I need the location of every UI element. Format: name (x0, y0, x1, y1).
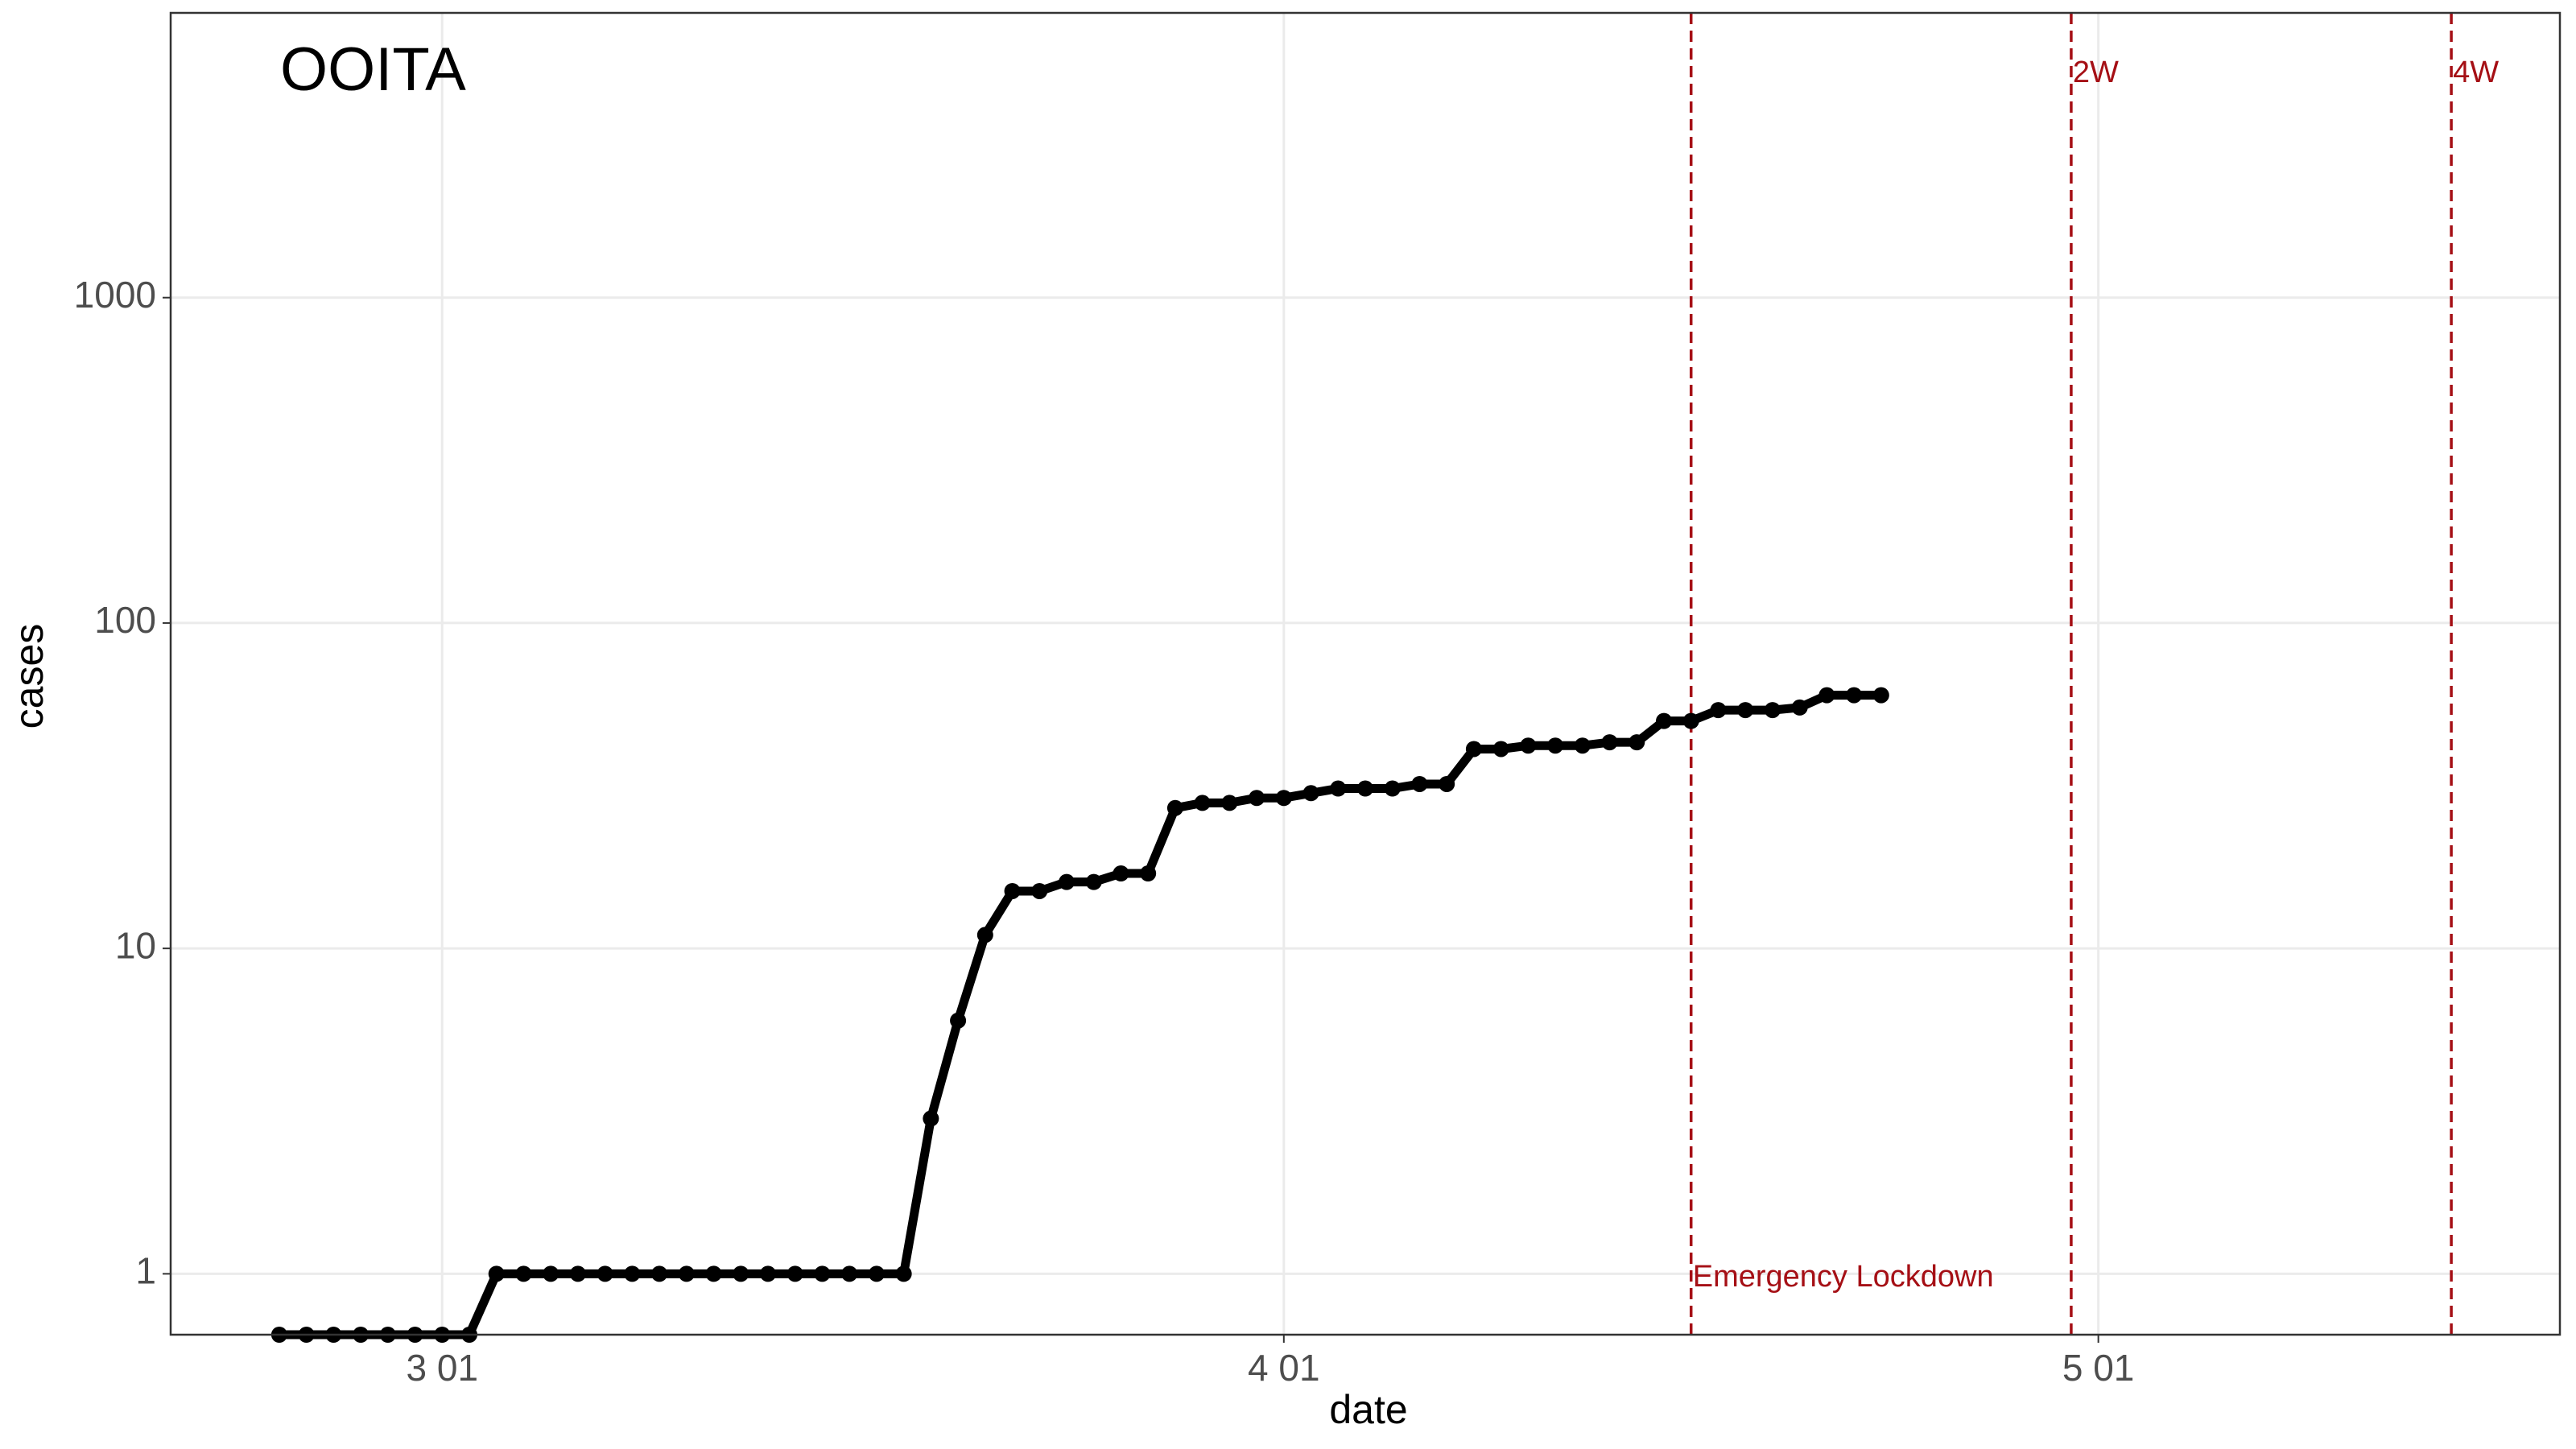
data-point (1059, 873, 1075, 890)
data-point (1384, 780, 1401, 797)
data-point (1113, 865, 1129, 882)
data-point (1357, 780, 1373, 797)
data-point (895, 1265, 912, 1282)
data-point (1872, 687, 1889, 704)
data-point (1249, 790, 1265, 807)
data-point (1330, 780, 1347, 797)
data-point (1085, 873, 1102, 890)
data-point (1737, 702, 1754, 719)
data-point (705, 1265, 722, 1282)
data-point (569, 1265, 586, 1282)
data-point (1221, 795, 1238, 811)
y-tick-label: 10 (115, 924, 156, 966)
data-point (1140, 865, 1157, 882)
data-point (1818, 687, 1835, 704)
data-point (1656, 712, 1672, 729)
data-point (1682, 712, 1699, 729)
data-point (651, 1265, 668, 1282)
reference-label: 2W (2073, 56, 2119, 89)
data-point (1492, 741, 1509, 758)
y-tick-label: 1 (135, 1250, 156, 1292)
data-point (923, 1110, 939, 1127)
data-point (814, 1265, 831, 1282)
reference-label: 4W (2453, 56, 2499, 89)
data-point (1547, 737, 1564, 754)
x-axis-title: date (1329, 1387, 1407, 1432)
data-point (1194, 795, 1211, 811)
data-point (733, 1265, 749, 1282)
data-point (760, 1265, 776, 1282)
chart-title: OOITA (280, 35, 466, 104)
data-point (841, 1265, 858, 1282)
data-point (1275, 790, 1292, 807)
y-axis-title: cases (6, 624, 52, 729)
data-point (543, 1265, 559, 1282)
data-point (515, 1265, 532, 1282)
data-point (678, 1265, 695, 1282)
x-tick-label: 3 01 (407, 1347, 479, 1389)
data-point (1465, 741, 1482, 758)
data-point (488, 1265, 505, 1282)
data-point (1166, 799, 1183, 816)
data-point (597, 1265, 613, 1282)
data-point (950, 1012, 967, 1029)
data-point (1004, 882, 1021, 899)
data-point (1031, 882, 1048, 899)
y-tick-label: 1000 (74, 274, 156, 316)
data-point (976, 927, 993, 943)
data-point (1629, 734, 1645, 751)
data-point (868, 1265, 885, 1282)
data-point (1601, 734, 1618, 751)
data-point (624, 1265, 641, 1282)
data-point (1846, 687, 1863, 704)
data-point (1764, 702, 1781, 719)
x-tick-label: 4 01 (1248, 1347, 1320, 1389)
data-point (1520, 737, 1537, 754)
x-tick-label: 5 01 (2062, 1347, 2135, 1389)
data-point (1411, 775, 1428, 792)
reference-label: Emergency Lockdown (1693, 1260, 1994, 1294)
data-point (1710, 702, 1727, 719)
plot-border (169, 11, 2562, 1336)
data-point (1439, 775, 1455, 792)
y-tick-label: 100 (94, 599, 156, 641)
data-point (1302, 785, 1319, 802)
data-point (786, 1265, 803, 1282)
data-point (1791, 699, 1808, 716)
data-point (1574, 737, 1591, 754)
